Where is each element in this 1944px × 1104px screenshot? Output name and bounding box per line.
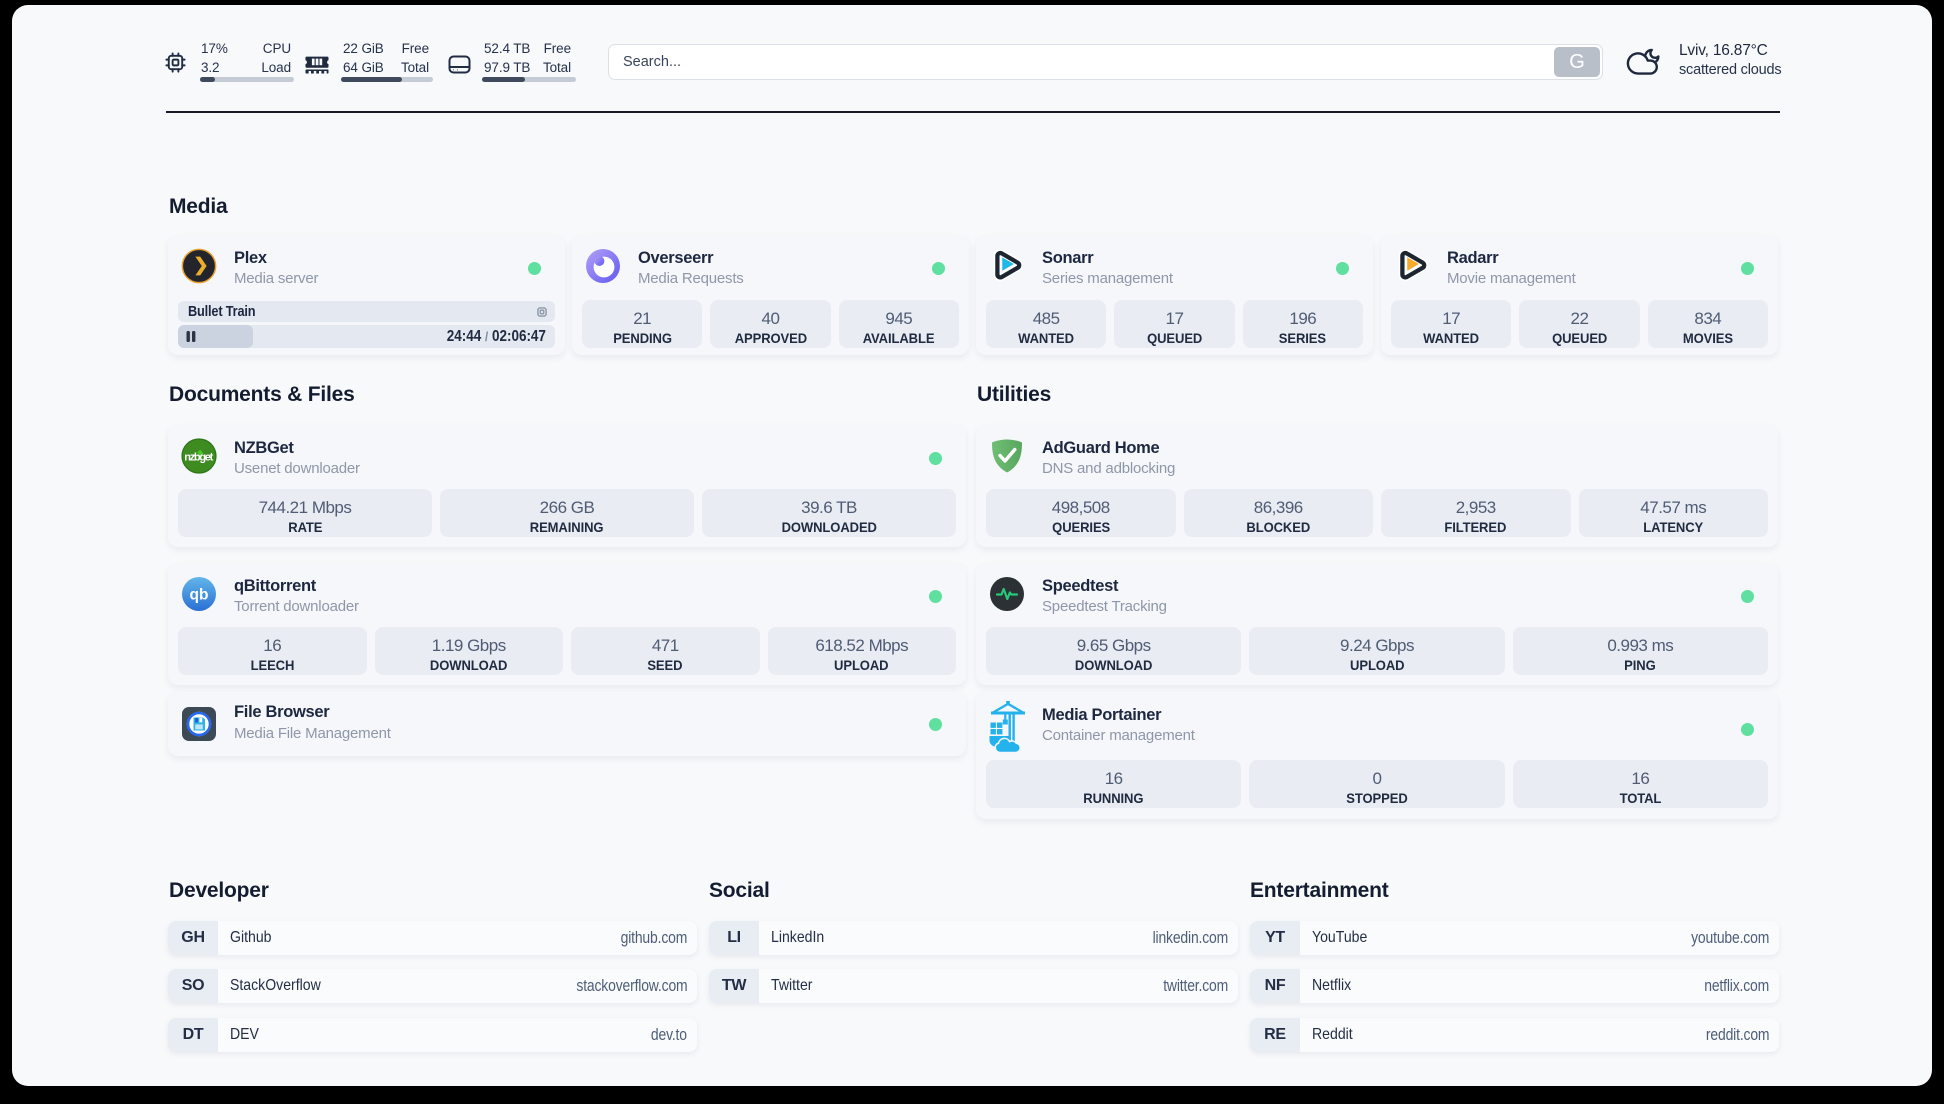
svg-text:nzbget: nzbget [184,451,213,463]
svg-text:qb: qb [190,587,209,604]
